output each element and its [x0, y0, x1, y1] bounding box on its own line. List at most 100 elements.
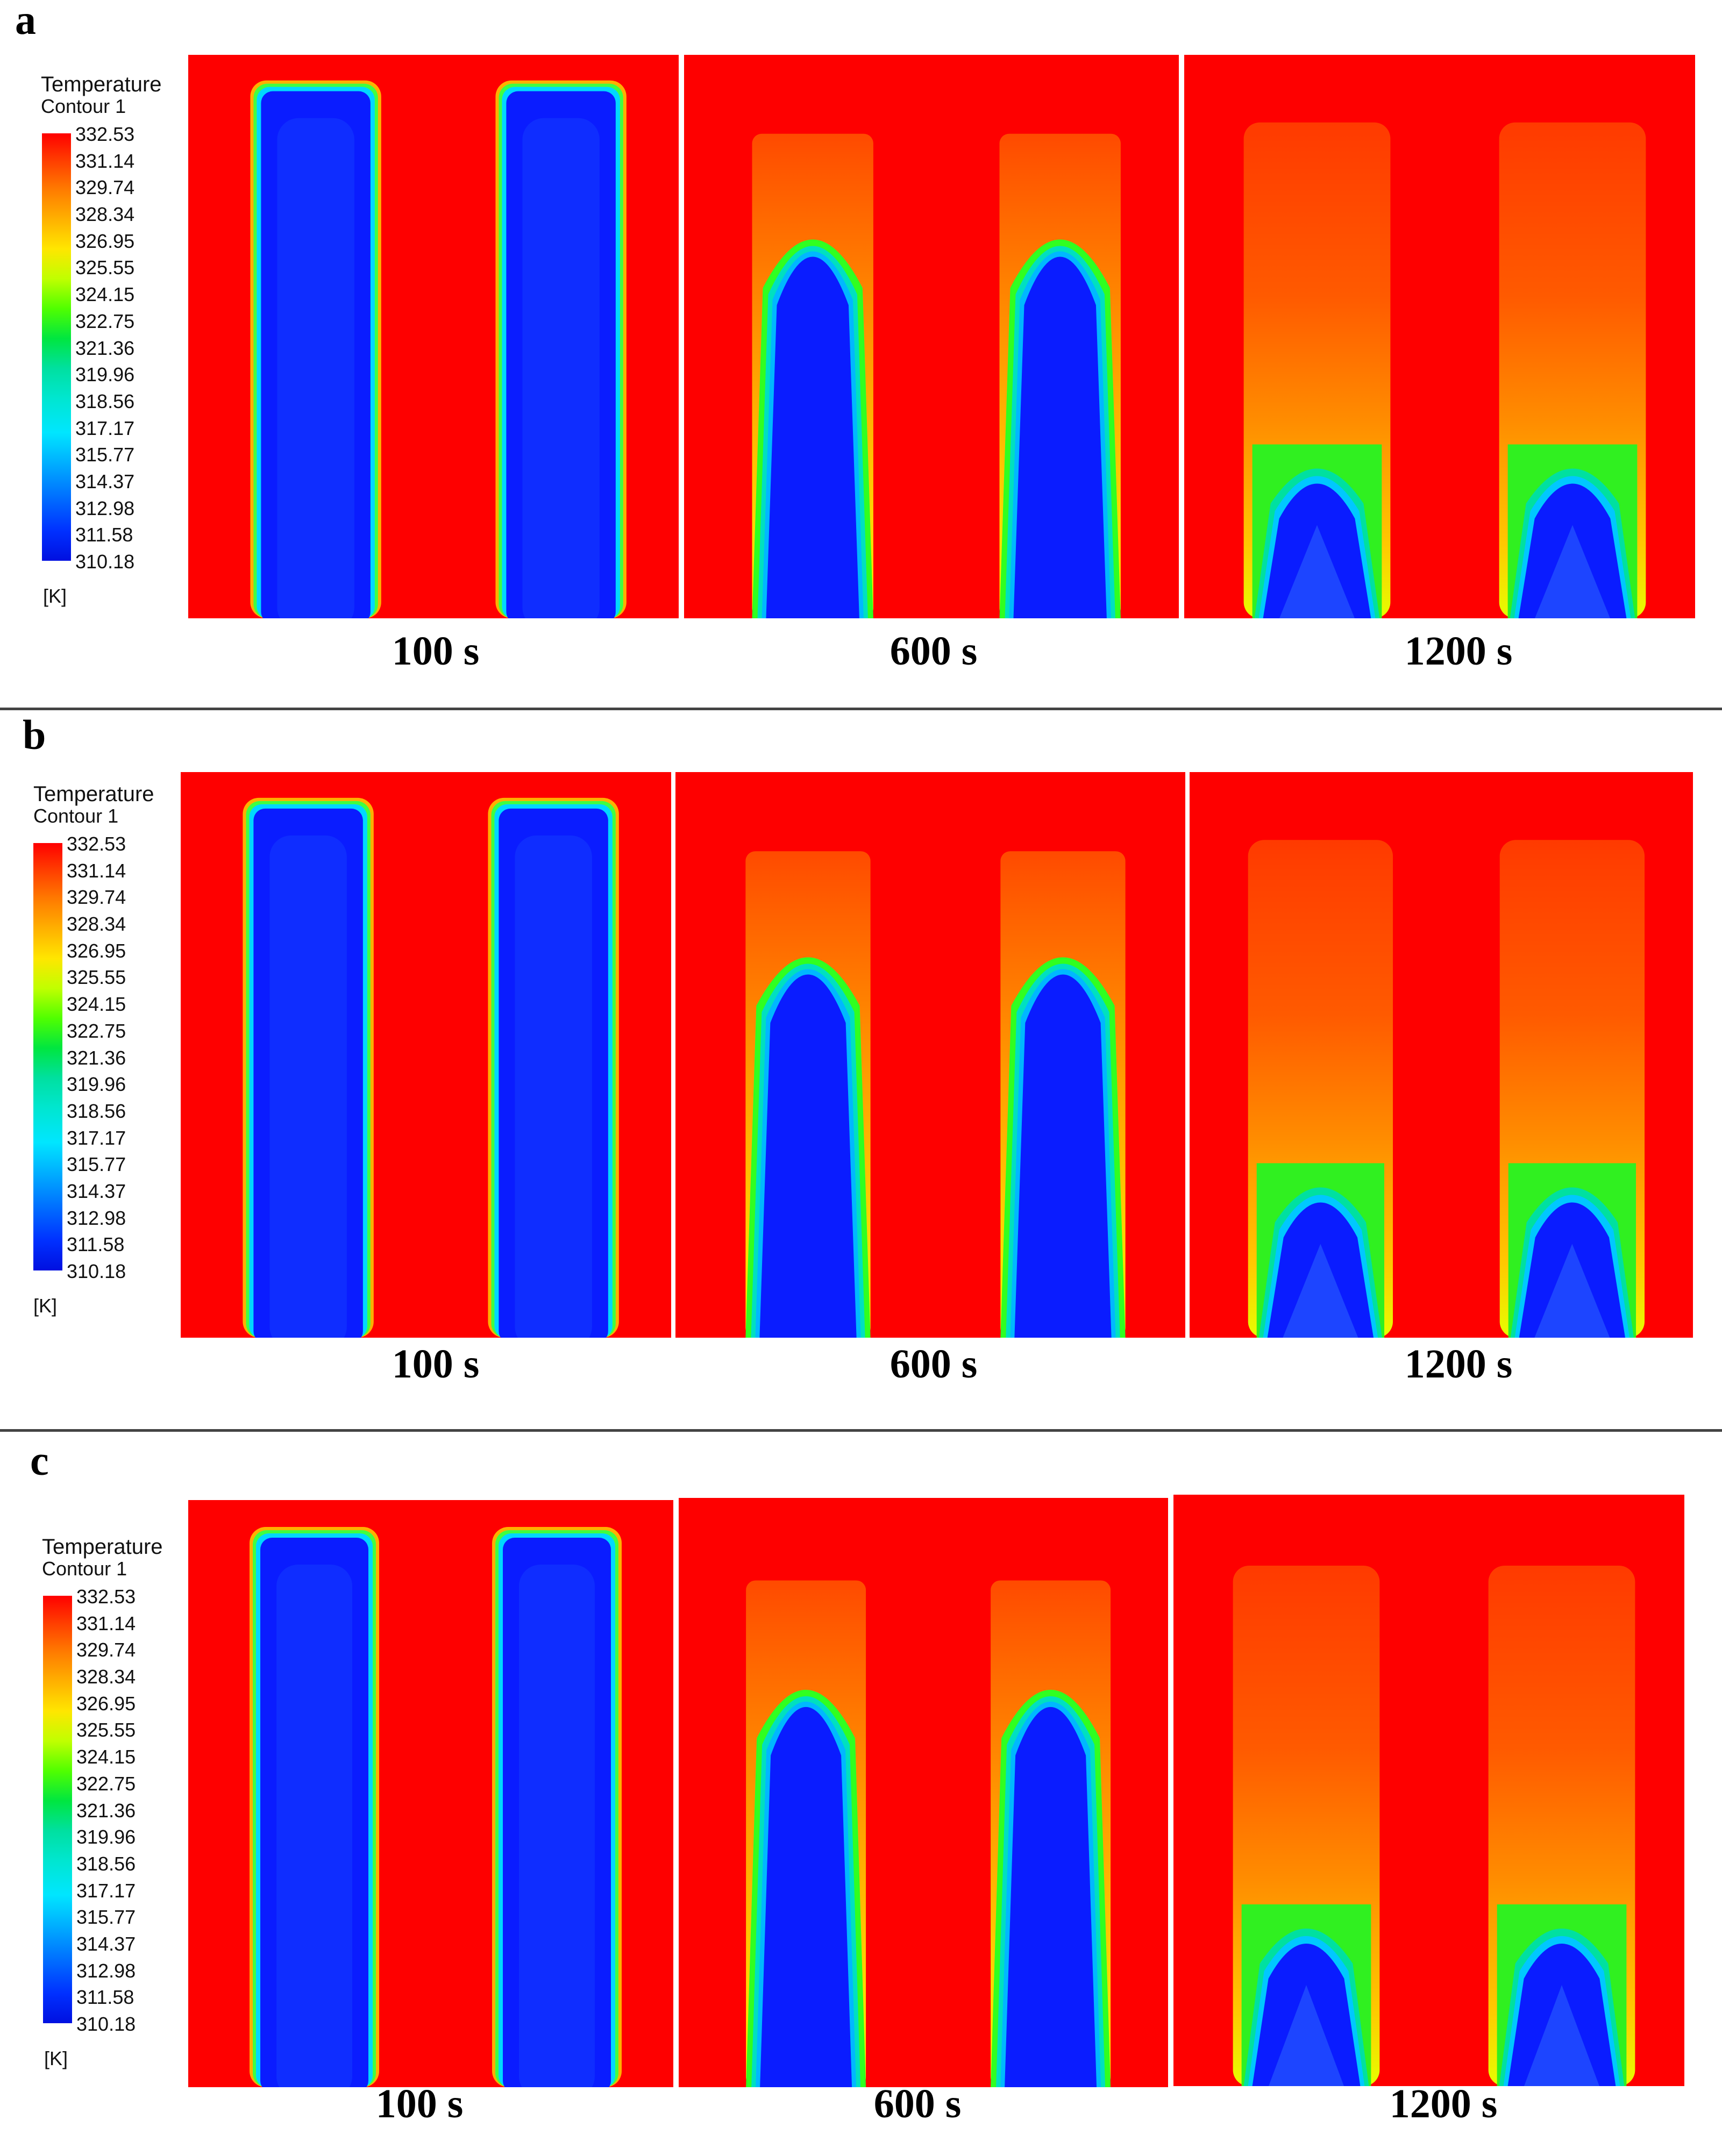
row-label-b: b: [23, 711, 46, 758]
colorbar-tick-label: 314.37: [67, 1180, 126, 1202]
contour-panel-b-600s: [675, 772, 1185, 1338]
divider-bc: [0, 1429, 1722, 1432]
contour-panel-b-1200s: [1190, 772, 1693, 1338]
colorbar: [33, 843, 62, 1270]
colorbar-tick-label: 312.98: [75, 497, 135, 519]
colorbar-tick-label: 314.37: [76, 1932, 136, 1955]
colorbar-tick-label: 326.95: [75, 230, 135, 252]
inlet-column-1: [752, 133, 873, 618]
colorbar-tick-label: 317.17: [67, 1126, 126, 1149]
contour-panel-c-100s: [188, 1500, 673, 2087]
inlet-column-1: [1233, 1566, 1380, 2086]
legend-unit: [K]: [44, 2047, 68, 2069]
colorbar-tick-label: 312.98: [76, 1959, 136, 1982]
legend-subtitle: Contour 1: [41, 95, 126, 117]
colorbar-tick-label: 322.75: [76, 1772, 136, 1795]
colorbar-tick-label: 332.53: [75, 123, 135, 145]
legend-subtitle: Contour 1: [33, 805, 119, 827]
inlet-column-2: [1499, 122, 1646, 618]
colorbar-tick-label: 315.77: [75, 444, 135, 466]
colorbar-tick-label: 310.18: [67, 1260, 126, 1282]
time-label-1200s: 1200 s: [1404, 1341, 1513, 1387]
inlet-column-2: [1000, 851, 1126, 1338]
colorbar-tick-label: 321.36: [76, 1799, 136, 1822]
colorbar-tick-label: 321.36: [75, 337, 135, 359]
row-label-c: c: [30, 1437, 49, 1484]
legend-unit: [K]: [43, 585, 67, 607]
colorbar-tick-label: 331.14: [75, 149, 135, 172]
colorbar-tick-label: 324.15: [67, 993, 126, 1016]
contour-panel-c-600s: [679, 1498, 1168, 2087]
colorbar-tick-label: 312.98: [67, 1206, 126, 1229]
inlet-column-2: [1499, 840, 1645, 1338]
legend-title: Temperature: [42, 1535, 163, 1559]
inlet-column-2: [495, 80, 627, 618]
inlet-column-1: [1243, 122, 1391, 618]
time-label-100s: 100 s: [392, 1341, 480, 1387]
colorbar-tick-label: 328.34: [76, 1666, 136, 1688]
colorbar-tick-label: 318.56: [76, 1852, 136, 1875]
colorbar-tick-label: 319.96: [76, 1826, 136, 1848]
row-label-a: a: [15, 0, 36, 43]
colorbar-tick-label: 326.95: [76, 1692, 136, 1715]
colorbar-tick-label: 310.18: [76, 2013, 136, 2035]
colorbar-tick-label: 311.58: [76, 1986, 134, 2009]
colorbar-tick-label: 329.74: [76, 1639, 136, 1661]
colorbar-tick-label: 325.55: [75, 256, 135, 279]
time-label-600s: 600 s: [890, 629, 978, 674]
colorbar-tick-label: 310.18: [75, 551, 135, 573]
colorbar-tick-label: 318.56: [75, 390, 135, 412]
colorbar-tick-label: 325.55: [76, 1719, 136, 1741]
colorbar-tick-label: 329.74: [67, 886, 126, 909]
inlet-column-2: [492, 1527, 622, 2087]
inlet-column-1: [746, 1580, 866, 2087]
colorbar-tick-label: 328.34: [75, 203, 135, 226]
divider-ab: [0, 708, 1722, 710]
colorbar-tick-label: 311.58: [75, 524, 133, 546]
colorbar-tick-label: 332.53: [67, 833, 126, 855]
inlet-column-2: [999, 133, 1121, 618]
time-label-100s: 100 s: [392, 629, 480, 674]
colorbar-tick-label: 324.15: [75, 283, 135, 306]
time-label-1200s: 1200 s: [1404, 629, 1513, 674]
colorbar-tick-label: 317.17: [75, 417, 135, 439]
colorbar: [43, 1596, 72, 2023]
colorbar-tick-label: 322.75: [75, 310, 135, 332]
colorbar-tick-label: 322.75: [67, 1019, 126, 1042]
inlet-column-1: [250, 80, 381, 618]
colorbar-tick-label: 315.77: [67, 1153, 126, 1176]
contour-panel-a-600s: [684, 55, 1179, 618]
colorbar-tick-label: 326.95: [67, 939, 126, 962]
legend-unit: [K]: [33, 1295, 58, 1317]
time-label-100s: 100 s: [375, 2081, 464, 2126]
time-label-600s: 600 s: [873, 2081, 962, 2126]
colorbar-tick-label: 311.58: [67, 1233, 125, 1256]
inlet-column-2: [991, 1580, 1111, 2087]
colorbar-tick-label: 325.55: [67, 966, 126, 989]
colorbar-tick-label: 314.37: [75, 470, 135, 492]
colorbar: [42, 133, 71, 561]
inlet-column-1: [250, 1527, 380, 2087]
contour-panel-a-100s: [188, 55, 679, 618]
colorbar-tick-label: 318.56: [67, 1100, 126, 1122]
colorbar-tick-label: 315.77: [76, 1906, 136, 1929]
contour-panel-c-1200s: [1173, 1495, 1684, 2086]
inlet-column-1: [243, 797, 374, 1338]
colorbar-tick-label: 319.96: [67, 1073, 126, 1096]
colorbar-tick-label: 324.15: [76, 1746, 136, 1768]
colorbar-tick-label: 319.96: [75, 363, 135, 386]
inlet-column-1: [745, 851, 871, 1338]
legend-subtitle: Contour 1: [42, 1558, 127, 1580]
colorbar-tick-label: 328.34: [67, 913, 126, 936]
contour-panel-b-100s: [181, 772, 671, 1338]
inlet-column-1: [1248, 840, 1393, 1338]
colorbar-tick-label: 331.14: [67, 859, 126, 882]
colorbar-tick-label: 317.17: [76, 1879, 136, 1902]
colorbar-tick-label: 332.53: [76, 1586, 136, 1608]
contour-panel-a-1200s: [1184, 55, 1695, 618]
colorbar-tick-label: 331.14: [76, 1612, 136, 1634]
inlet-column-2: [488, 797, 619, 1338]
time-label-600s: 600 s: [890, 1341, 978, 1387]
inlet-column-2: [1488, 1566, 1635, 2086]
time-label-1200s: 1200 s: [1389, 2081, 1498, 2126]
